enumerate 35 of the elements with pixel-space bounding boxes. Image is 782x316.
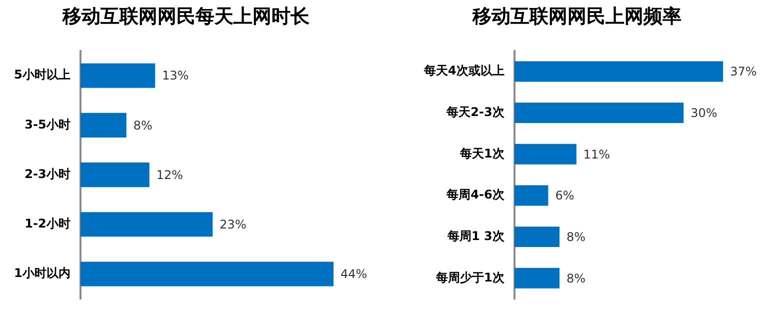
data-label: 8% [566,230,586,244]
bar [80,112,126,138]
data-label: 11% [583,147,610,162]
y-tick-label: 5小时以上 [14,68,70,82]
data-label: 37% [730,64,757,79]
y-tick-label: 每天4次或以上 [422,64,504,78]
y-tick-label: 每周少于1次 [434,270,506,284]
y-tick-label: 每天1次 [458,146,506,160]
bar [80,212,213,237]
chart-title: 移动互联网网民每天上网时长 [62,5,310,28]
y-tick-label: 2-3小时 [24,166,70,181]
data-label: 44% [340,267,368,282]
bar [80,63,156,88]
data-label: 13% [162,68,189,83]
data-label: 30% [690,106,718,120]
bar [80,162,150,188]
bar [514,226,560,248]
data-label: 8% [133,118,152,132]
y-tick-label: 每天2-3次 [446,104,506,119]
y-tick-label: 每周4-6次 [446,188,506,202]
y-tick-label: 每周1 3次 [446,228,506,243]
y-tick-label: 1小时以内 [14,266,70,280]
data-label: 6% [555,188,574,203]
bar [80,262,334,286]
bar [514,185,548,206]
data-label: 8% [566,271,586,286]
data-label: 12% [156,168,184,182]
bar [514,61,724,82]
bar [514,268,560,288]
y-tick-label: 3-5小时 [24,117,70,132]
bar [514,144,576,164]
chart-title: 移动互联网网民上网频率 [472,5,682,28]
bar [514,102,684,124]
data-label: 23% [220,218,246,232]
y-tick-label: 1-2小时 [24,216,70,231]
